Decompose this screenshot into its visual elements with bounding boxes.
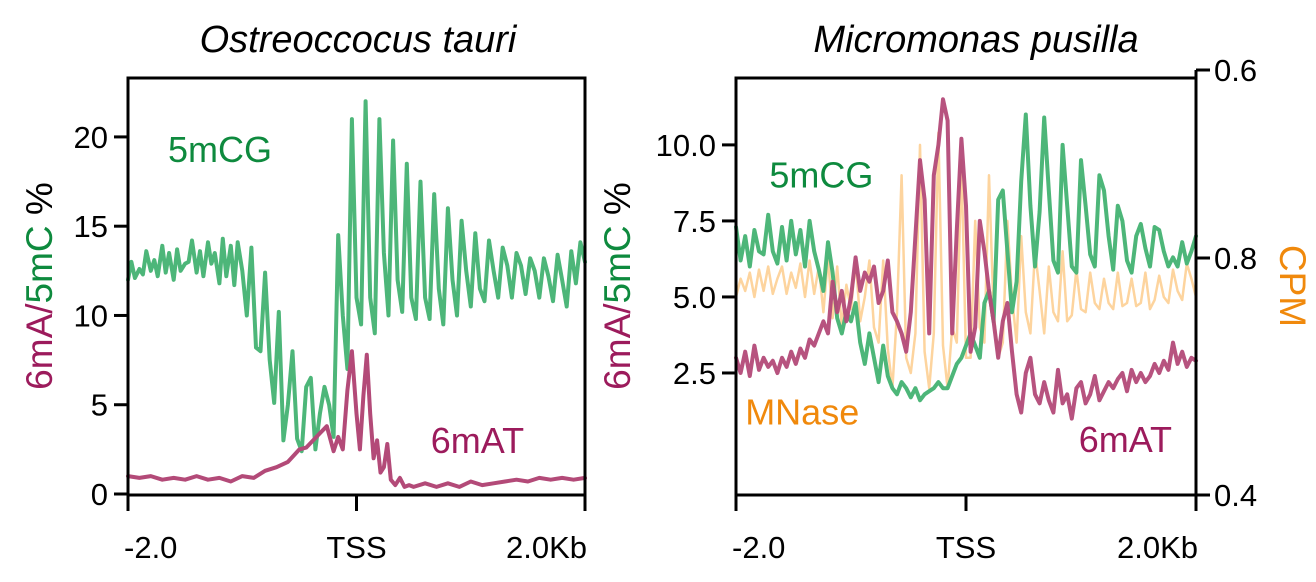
y2-tick-label: 0.6 xyxy=(1214,53,1257,88)
y-label-part-5mC: 5mC xyxy=(597,225,638,303)
x-ticks: -2.0 TSS 2.0Kb xyxy=(124,495,587,565)
series-annotation-mnase: MNase xyxy=(745,392,859,433)
y-ticks: 0 5 10 15 20 xyxy=(74,120,128,512)
x-tick-label: TSS xyxy=(936,530,996,565)
series-annotation-6mat: 6mAT xyxy=(1079,419,1172,460)
y-tick-label: 2.5 xyxy=(673,356,716,391)
series-line-5mcg xyxy=(126,99,587,454)
y-tick-label: 0 xyxy=(91,477,108,512)
x-tick-label: TSS xyxy=(326,530,386,565)
y-tick-label: 5.0 xyxy=(673,280,716,315)
y2-tick-label: 0.8 xyxy=(1214,241,1257,276)
series-layer xyxy=(734,97,1198,421)
series-annotation-6mat: 6mAT xyxy=(431,420,524,461)
panel-ostreococcus: Ostreoccocus tauri 6mA/5mC % 0 5 10 15 20 -2… xyxy=(19,19,587,565)
y-axis-label: 6mA/5mC % xyxy=(597,182,638,390)
y2-tick-label: 0.4 xyxy=(1214,478,1257,513)
y-tick-label: 20 xyxy=(74,120,108,155)
y-axis-label: 6mA/5mC % xyxy=(19,182,60,390)
y-tick-label: 7.5 xyxy=(673,204,716,239)
series-line-mnase xyxy=(734,131,1198,390)
y-ticks: 2.5 5.0 7.5 10.0 xyxy=(656,128,736,391)
series-layer xyxy=(126,99,587,489)
y-label-part-slash: / xyxy=(597,303,638,314)
x-tick-label: -2.0 xyxy=(732,530,785,565)
y2-axis-label: CPM xyxy=(1272,245,1313,327)
series-annotation-5mcg: 5mCG xyxy=(168,129,272,170)
x-ticks: -2.0 TSS 2.0Kb xyxy=(732,495,1198,565)
chart-title: Micromonas pusilla xyxy=(813,19,1138,61)
annotations: 5mCG MNase 6mAT xyxy=(745,154,1172,460)
y-label-part-percent: % xyxy=(597,182,638,225)
y-tick-label: 5 xyxy=(91,388,108,423)
annotations: 5mCG 6mAT xyxy=(168,129,524,461)
x-tick-label: 2.0Kb xyxy=(506,530,587,565)
y-label-part-5mC: 5mC xyxy=(19,225,60,303)
y-tick-label: 10.0 xyxy=(656,128,716,163)
y-label-part-percent: % xyxy=(19,182,60,225)
y-tick-label: 15 xyxy=(74,209,108,244)
y-label-part-6mA: 6mA xyxy=(597,313,638,389)
y-tick-label: 10 xyxy=(74,298,108,333)
y-label-part-slash: / xyxy=(19,303,60,314)
series-annotation-5mcg: 5mCG xyxy=(769,154,873,195)
chart-title: Ostreoccocus tauri xyxy=(200,19,518,61)
x-tick-label: 2.0Kb xyxy=(1117,530,1198,565)
y2-ticks: 0.6 0.8 0.4 xyxy=(1194,53,1257,513)
series-line-6mat xyxy=(126,349,587,489)
series-line-6mat xyxy=(734,97,1198,421)
y-label-part-6mA: 6mA xyxy=(19,313,60,389)
series-line-5mcg xyxy=(734,112,1198,403)
x-tick-label: -2.0 xyxy=(124,530,177,565)
panel-micromonas: Micromonas pusilla 6mA/5mC % CPM 2.5 5.0 7… xyxy=(597,19,1313,565)
